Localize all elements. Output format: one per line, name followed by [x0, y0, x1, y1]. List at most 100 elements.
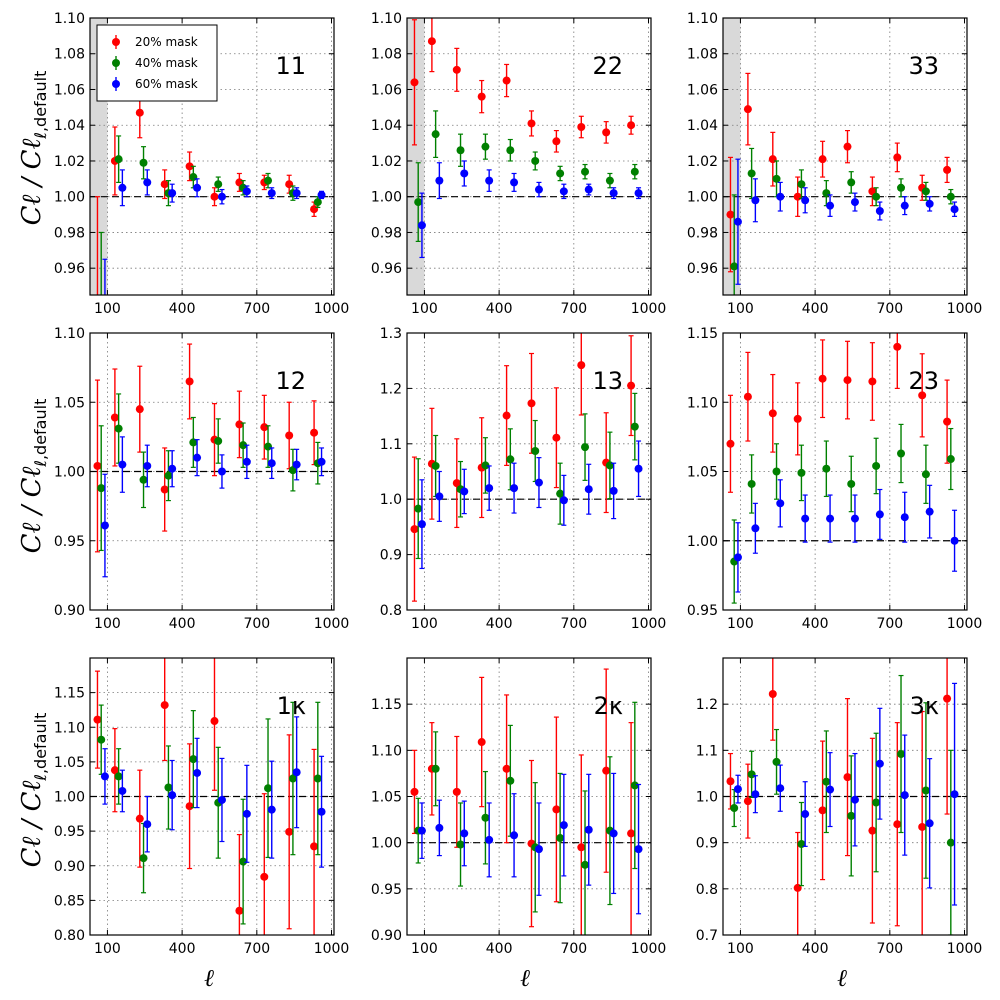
data-point — [168, 791, 177, 800]
data-point — [801, 810, 810, 819]
data-point — [747, 770, 756, 779]
data-point — [797, 180, 806, 189]
data-point — [772, 467, 781, 476]
data-point — [950, 205, 959, 214]
y-tick-label: 1.10 — [54, 326, 85, 342]
legend-marker — [112, 59, 120, 67]
data-point — [235, 906, 244, 915]
data-point — [893, 153, 902, 162]
data-point — [310, 205, 319, 214]
data-point — [751, 790, 760, 799]
data-layer — [726, 658, 959, 935]
data-point — [214, 180, 223, 189]
data-point — [743, 392, 752, 401]
y-axis-title-row-2: Cℓ / Cℓℓ,default — [17, 399, 50, 554]
plot-background — [407, 18, 651, 295]
data-point — [135, 814, 144, 823]
data-point — [531, 447, 540, 456]
x-tick-label: 400 — [802, 941, 829, 957]
y-tick-label: 1.04 — [54, 118, 85, 134]
data-point — [160, 701, 169, 710]
y-tick-label: 1.05 — [54, 395, 85, 411]
data-point — [950, 536, 959, 545]
series-green — [97, 701, 322, 925]
panel-label: 23 — [908, 367, 939, 395]
panel-label: 3κ — [910, 692, 939, 720]
data-point — [168, 464, 177, 473]
data-point — [577, 123, 586, 132]
data-point — [943, 694, 952, 703]
data-point — [285, 431, 294, 440]
x-tick-label: 400 — [169, 941, 196, 957]
data-point — [801, 196, 810, 205]
y-tick-label: 1.04 — [687, 118, 718, 134]
series-green — [730, 423, 955, 604]
data-point — [239, 441, 248, 450]
y-tick-label: 1.05 — [371, 790, 402, 806]
panel-label: 12 — [275, 367, 306, 395]
data-point — [534, 845, 543, 854]
data-point — [239, 857, 248, 866]
x-tick-label: 100 — [94, 616, 121, 632]
data-point — [288, 774, 297, 783]
y-tick-label: 1.15 — [371, 697, 402, 713]
data-point — [556, 489, 565, 498]
series-blue — [733, 158, 959, 285]
data-point — [510, 831, 519, 840]
legend-marker — [112, 80, 120, 88]
data-point — [285, 827, 294, 836]
data-point — [264, 784, 273, 793]
data-point — [627, 381, 636, 390]
data-point — [139, 158, 148, 167]
y-tick-label: 1.10 — [687, 11, 718, 27]
data-point — [872, 461, 881, 470]
series-blue — [417, 160, 643, 259]
data-point — [168, 189, 177, 198]
data-point — [559, 496, 568, 505]
data-point — [139, 854, 148, 863]
x-tick-label: 1000 — [314, 941, 350, 957]
data-point — [627, 829, 636, 838]
y-tick-label: 1.02 — [687, 154, 718, 170]
data-point — [267, 459, 276, 468]
data-point — [630, 422, 639, 431]
plot-frame — [406, 332, 652, 611]
data-point — [552, 137, 561, 146]
y-tick-label: 0.96 — [371, 261, 402, 277]
data-point — [135, 108, 144, 117]
y-tick-label: 0.95 — [54, 824, 85, 840]
x-tick-label: 100 — [727, 616, 754, 632]
x-tick-label: 100 — [727, 941, 754, 957]
x-axis-title-col-3: ℓ — [837, 964, 847, 992]
x-axis-title-col-2: ℓ — [520, 964, 530, 992]
data-point — [143, 820, 152, 829]
data-layer — [726, 333, 959, 604]
data-point — [485, 484, 494, 493]
data-point — [875, 759, 884, 768]
x-tick-label: 100 — [94, 301, 121, 317]
x-tick-label: 1000 — [631, 941, 667, 957]
data-point — [768, 690, 777, 699]
data-point — [921, 470, 930, 479]
x-tick-label: 400 — [486, 941, 513, 957]
data-point — [431, 764, 440, 773]
y-tick-label: 1.06 — [687, 82, 718, 98]
svg-text:Cℓ / Cℓℓ,default: Cℓ / Cℓℓ,default — [17, 399, 50, 554]
data-point — [552, 433, 561, 442]
data-point — [850, 514, 859, 523]
y-axis-title-sub: ℓ,default — [31, 713, 50, 782]
series-green — [414, 701, 639, 935]
chart-panel-4: 100 400 700 1000 0.90 0.95 1.00 1.05 1.10 12 — [54, 326, 350, 632]
x-tick-label: 100 — [94, 941, 121, 957]
series-green — [414, 392, 639, 560]
data-point — [605, 176, 614, 185]
data-point — [730, 804, 739, 813]
data-point — [747, 479, 756, 488]
data-point — [609, 486, 618, 495]
series-red — [410, 668, 636, 935]
x-tick-label: 1000 — [631, 616, 667, 632]
y-tick-label: 0.90 — [371, 928, 402, 944]
data-point — [793, 192, 802, 201]
data-point — [93, 715, 102, 724]
data-point — [114, 155, 123, 164]
